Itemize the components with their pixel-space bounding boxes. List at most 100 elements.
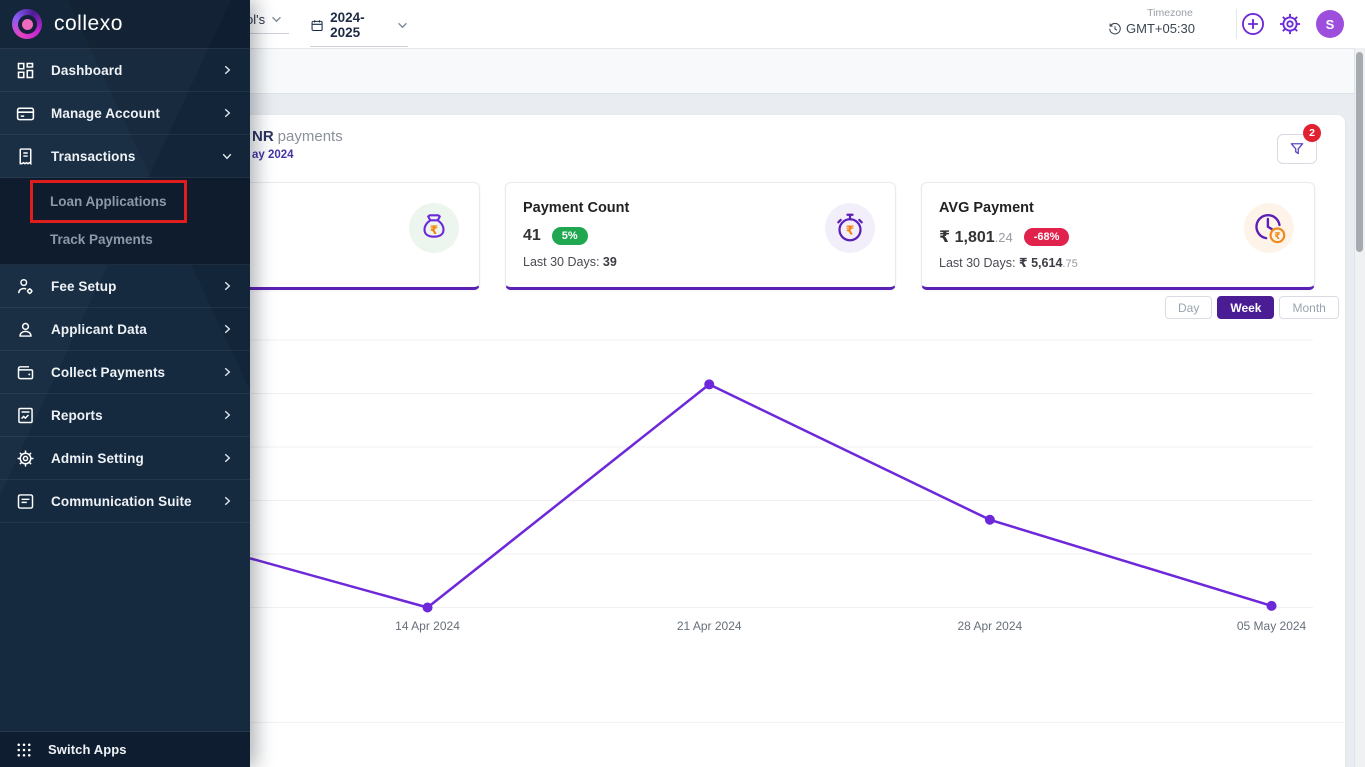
sidebar-subitem-track-payments[interactable]: Track Payments xyxy=(50,231,153,247)
x-axis-label: 05 May 2024 xyxy=(1236,619,1307,633)
payment-count-value: 41 xyxy=(523,227,541,244)
x-axis-label: 21 Apr 2024 xyxy=(676,619,742,633)
header-divider xyxy=(1236,9,1237,39)
chevron-right-icon xyxy=(224,108,231,118)
receipt-icon xyxy=(19,147,32,165)
switch-apps-button[interactable]: Switch Apps xyxy=(0,731,250,767)
avg-payment-card: AVG Payment ₹ 1,801.24 -68% Last 30 Days… xyxy=(921,182,1315,290)
trend-badge: -68% xyxy=(1023,228,1070,246)
sidebar: collexo Dashboard Manage Account Transac… xyxy=(0,0,250,767)
trend-badge: 5% xyxy=(551,227,588,245)
report-chart-icon xyxy=(18,407,33,423)
page-title-bold-fragment: NR xyxy=(252,128,274,145)
filter-count-badge: 2 xyxy=(1303,124,1321,142)
sidebar-subitem-loan-applications[interactable]: Loan Applications xyxy=(50,193,167,209)
avatar-initial: S xyxy=(1325,16,1335,32)
toggle-week-button[interactable]: Week xyxy=(1217,296,1275,319)
wallet-icon xyxy=(17,365,34,379)
avg-payment-value: 1,801 xyxy=(954,229,995,246)
sidebar-item-reports[interactable]: Reports xyxy=(0,394,250,437)
funnel-icon xyxy=(1290,143,1304,155)
date-range-fragment: ay 2024 xyxy=(252,149,294,161)
timezone-value: GMT+05:30 xyxy=(1126,21,1196,36)
payments-line-chart xyxy=(249,330,1313,615)
x-axis-label: 28 Apr 2024 xyxy=(957,619,1023,633)
chevron-right-icon xyxy=(224,65,231,75)
filter-button[interactable] xyxy=(1277,134,1317,164)
add-button[interactable] xyxy=(1240,11,1266,37)
chevron-down-icon xyxy=(398,22,407,28)
gear-icon xyxy=(1279,13,1301,35)
card-sub-value: 39 xyxy=(602,255,617,269)
sidebar-item-dashboard[interactable]: Dashboard xyxy=(0,49,250,92)
chevron-right-icon xyxy=(224,367,231,377)
money-bag-rupee-icon: ₹ xyxy=(409,203,459,253)
brand-logo: collexo xyxy=(0,0,250,49)
chevron-right-icon xyxy=(224,281,231,291)
person-gear-icon xyxy=(18,278,33,294)
card-sub-decimals: .75 xyxy=(1062,258,1078,270)
chart-data-point xyxy=(422,602,433,613)
toggle-day-button[interactable]: Day xyxy=(1165,296,1213,319)
x-axis-label: 14 Apr 2024 xyxy=(395,619,460,633)
timezone-display: Timezone GMT+05:30 xyxy=(1108,7,1218,36)
sidebar-item-fee-setup[interactable]: Fee Setup xyxy=(0,265,250,308)
collexo-logo-icon xyxy=(12,9,42,39)
settings-button[interactable] xyxy=(1277,11,1303,37)
currency-symbol: ₹ xyxy=(939,227,951,246)
chevron-right-icon xyxy=(224,453,231,463)
card-sub-label: Last 30 Days: xyxy=(523,255,600,269)
calendar-icon xyxy=(311,19,323,31)
dashboard-icon xyxy=(17,62,34,78)
chevron-down-icon xyxy=(222,153,232,160)
sidebar-item-manage-account[interactable]: Manage Account xyxy=(0,92,250,135)
school-dropdown[interactable]: ol's xyxy=(246,12,289,34)
scrollbar-track[interactable] xyxy=(1354,48,1365,767)
range-toggle: Day Week Month xyxy=(1165,296,1339,319)
scrollbar-thumb[interactable] xyxy=(1356,52,1363,252)
timezone-label: Timezone xyxy=(1147,7,1193,19)
payment-count-card: Payment Count 41 5% Last 30 Days: 39 ₹ xyxy=(505,182,896,290)
toggle-month-button[interactable]: Month xyxy=(1279,296,1339,319)
school-dropdown-label: ol's xyxy=(246,12,266,27)
plus-circle-icon xyxy=(1242,13,1264,35)
chevron-down-icon xyxy=(272,16,282,23)
academic-year-label: 2024-2025 xyxy=(330,10,365,40)
apps-grid-icon xyxy=(17,742,31,757)
brand-name: collexo xyxy=(54,12,123,35)
svg-text:₹: ₹ xyxy=(430,223,438,237)
chart-data-point xyxy=(704,379,715,390)
history-clock-icon xyxy=(1109,22,1121,34)
credit-card-icon xyxy=(16,106,35,120)
transactions-submenu: Loan Applications Track Payments xyxy=(0,178,250,265)
chevron-right-icon xyxy=(224,324,231,334)
currency-symbol: ₹ xyxy=(1018,255,1028,270)
sidebar-item-transactions[interactable]: Transactions xyxy=(0,135,250,178)
sidebar-item-collect-payments[interactable]: Collect Payments xyxy=(0,351,250,394)
chevron-right-icon xyxy=(224,410,231,420)
page-title: NR payments xyxy=(252,128,343,145)
chart-x-axis-labels: 14 Apr 2024 21 Apr 2024 28 Apr 2024 05 May … xyxy=(250,619,1313,635)
card-sub-label: Last 30 Days: xyxy=(939,256,1016,270)
person-icon xyxy=(19,322,32,337)
sidebar-item-admin-setting[interactable]: Admin Setting xyxy=(0,437,250,480)
user-avatar[interactable]: S xyxy=(1316,10,1344,38)
card-title: Payment Count xyxy=(523,200,630,216)
svg-text:₹: ₹ xyxy=(846,224,855,238)
card-sub-value: 5,614 xyxy=(1031,256,1063,270)
chevron-right-icon xyxy=(224,496,231,506)
page-title-rest-fragment: payments xyxy=(277,128,343,145)
gear-icon xyxy=(17,450,34,466)
chart-data-point xyxy=(1266,600,1277,611)
clock-rupee-icon: ₹ xyxy=(1244,203,1294,253)
stopwatch-rupee-icon: ₹ xyxy=(825,203,875,253)
svg-text:₹: ₹ xyxy=(1274,231,1280,242)
sidebar-item-communication-suite[interactable]: Communication Suite xyxy=(0,480,250,523)
panel-divider xyxy=(14,722,1345,723)
message-icon xyxy=(17,493,34,509)
avg-payment-decimals: .24 xyxy=(994,230,1013,245)
academic-year-dropdown[interactable]: 2024-2025 xyxy=(310,10,408,47)
card-title: AVG Payment xyxy=(939,200,1034,216)
sidebar-item-applicant-data[interactable]: Applicant Data xyxy=(0,308,250,351)
chart-line xyxy=(249,383,1272,609)
